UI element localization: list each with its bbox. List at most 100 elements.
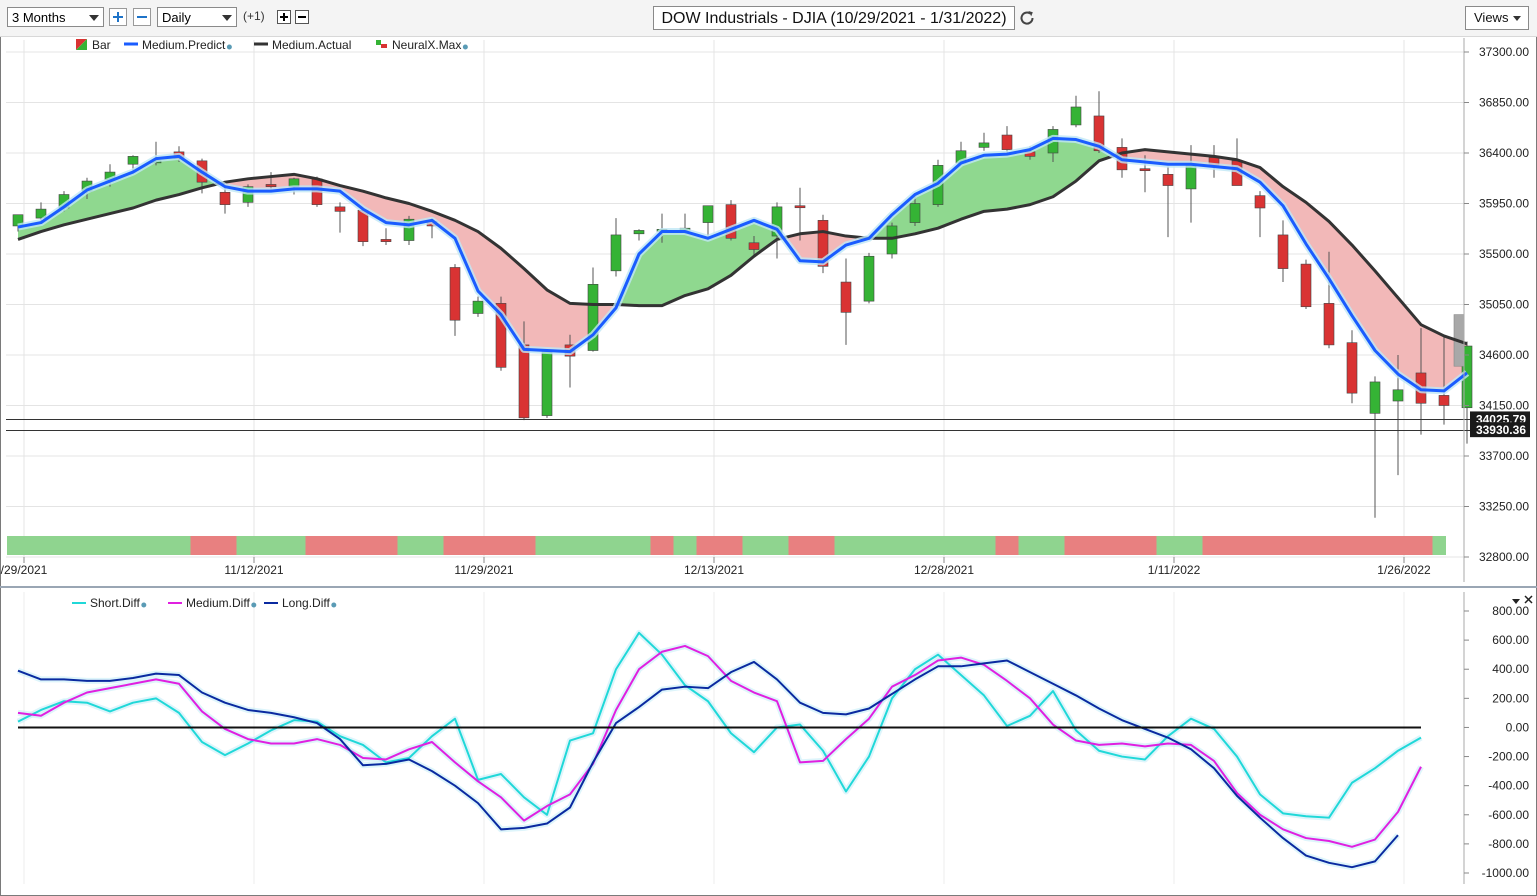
- x-tick-label: 11/12/2021: [224, 563, 283, 577]
- candle-body: [334, 206, 346, 212]
- candle-body: [978, 142, 990, 148]
- increment-label: (+1): [243, 9, 265, 23]
- main-panel-grid: [6, 40, 1464, 558]
- y-tick-label: 35500.00: [1479, 247, 1529, 261]
- bearish-fill: [1421, 324, 1444, 391]
- bullish-fill: [708, 229, 731, 289]
- views-button[interactable]: Views: [1465, 6, 1529, 30]
- short-diff-line-glow: [16, 629, 1423, 821]
- bearish-fill: [1306, 202, 1329, 279]
- bullish-fill: [1053, 138, 1076, 197]
- y-tick-label: -200.00: [1488, 750, 1529, 764]
- x-tick-label: 11/29/2021: [454, 563, 513, 577]
- level-label: 33930.36: [1476, 423, 1526, 437]
- candle-body: [1185, 165, 1197, 190]
- trend-bar-strip: [7, 536, 1446, 555]
- sub-panel-grid: [23, 592, 1405, 884]
- bullish-fill: [1007, 149, 1030, 210]
- legend-label: Bar: [92, 38, 111, 52]
- legend-dot: [226, 44, 232, 50]
- main-legend: Bar Medium.Predict Medium.Actual NeuralX.Ma…: [76, 38, 468, 52]
- zoom-out-button[interactable]: [133, 8, 151, 26]
- candle-body: [403, 218, 415, 241]
- x-tick-label: 12/28/2021: [914, 563, 974, 577]
- y-tick-label: 400.00: [1492, 662, 1529, 676]
- refresh-icon[interactable]: [1018, 9, 1036, 27]
- bullish-fill: [961, 155, 984, 220]
- y-tick-label: 35950.00: [1479, 197, 1529, 211]
- bullish-fill: [892, 194, 915, 239]
- y-tick-label: 200.00: [1492, 691, 1529, 705]
- toolbar: 3 Months Daily (+1) DOW Industrials - DJ…: [0, 0, 1537, 37]
- candle-body: [380, 239, 392, 242]
- candle-body: [1323, 303, 1335, 346]
- candle-body: [909, 203, 921, 223]
- trend-segment-down: [788, 536, 835, 555]
- trend-segment-up: [834, 536, 996, 555]
- medium-actual-line: [17, 148, 1468, 346]
- interval-select-value: Daily: [162, 10, 191, 25]
- legend-label: Medium.Actual: [272, 38, 351, 52]
- period-select-value: 3 Months: [12, 10, 66, 25]
- bullish-fill: [662, 231, 685, 306]
- long-diff-line: [17, 659, 1399, 869]
- chevron-down-icon: [222, 15, 232, 21]
- trend-segment-down: [650, 536, 674, 555]
- interval-select[interactable]: Daily: [157, 7, 237, 27]
- candle-body: [817, 220, 829, 267]
- y-tick-label: 0.00: [1506, 720, 1530, 734]
- y-tick-label: 800.00: [1492, 604, 1529, 618]
- bearish-fill: [1375, 270, 1398, 375]
- candle-body: [265, 184, 277, 187]
- trend-segment-up: [1018, 536, 1065, 555]
- candle-body: [633, 230, 645, 235]
- chevron-down-icon: [89, 15, 99, 21]
- candle-body: [702, 205, 714, 223]
- legend-dot: [141, 602, 147, 608]
- y-tick-label: 34600.00: [1479, 348, 1529, 362]
- panel-menu-icon[interactable]: [1512, 599, 1520, 604]
- zoom-in-button[interactable]: [109, 8, 127, 26]
- candle-body: [725, 204, 737, 239]
- candle-body: [472, 300, 484, 314]
- sub-panel-controls: [1512, 595, 1533, 604]
- increment-plus-button[interactable]: [277, 10, 291, 24]
- bar-icon-green: [76, 39, 87, 50]
- chart-title-field[interactable]: DOW Industrials - DJIA (10/29/2021 - 1/3…: [653, 6, 1015, 30]
- y-tick-label: 35050.00: [1479, 298, 1529, 312]
- trend-segment-up: [397, 536, 444, 555]
- candle-body: [1254, 195, 1266, 209]
- bullish-fill: [731, 220, 754, 276]
- chevron-down-icon: [1513, 16, 1521, 21]
- candle-body: [1346, 342, 1358, 394]
- sub-legend: Short.Diff Medium.Diff Long.Diff: [72, 596, 337, 610]
- views-button-label: Views: [1474, 10, 1509, 25]
- neuralx-icon-green: [376, 40, 381, 45]
- y-tick-label: -400.00: [1488, 779, 1529, 793]
- bearish-fill: [1329, 221, 1352, 316]
- y-tick-label: 600.00: [1492, 633, 1529, 647]
- bullish-fill: [64, 190, 87, 225]
- increment-minus-button[interactable]: [295, 10, 309, 24]
- candle-body: [1093, 115, 1105, 152]
- candle-body: [127, 156, 139, 165]
- legend-dot: [462, 44, 468, 50]
- candle-body: [1139, 168, 1151, 172]
- y-tick-label: -1000.00: [1482, 866, 1530, 880]
- bullish-fill: [1030, 138, 1053, 205]
- period-select[interactable]: 3 Months: [7, 7, 104, 27]
- candle-body: [219, 191, 231, 205]
- bearish-fill: [386, 197, 409, 225]
- candle-body: [748, 242, 760, 250]
- candle-body: [863, 255, 875, 302]
- x-tick-label: /29/2021: [1, 563, 48, 577]
- level-label-box: [1470, 422, 1530, 438]
- main-lines: [17, 134, 1470, 395]
- bullish-fill: [179, 156, 202, 195]
- main-axes: 37300.00 36850.00 36400.00 35950.00 35500.00…: [0, 38, 1537, 588]
- x-tick-label: 12/13/2021: [684, 563, 744, 577]
- close-panel-icon[interactable]: [1524, 595, 1533, 604]
- legend-label: Short.Diff: [90, 596, 140, 610]
- trend-segment-up: [1432, 536, 1446, 555]
